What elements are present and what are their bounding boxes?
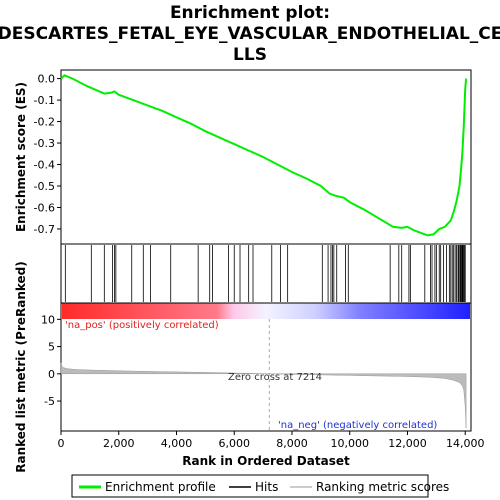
x-axis-label: Rank in Ordered Dataset (182, 454, 350, 468)
positive-correlation-label: 'na_pos' (positively correlated) (65, 320, 219, 331)
legend-box (71, 474, 429, 498)
es-y-axis-label: Enrichment score (ES) (14, 82, 28, 232)
legend-enrichment-label: Enrichment profile (105, 480, 216, 494)
metric-y-axis-label: Ranked list metric (PreRanked) (14, 261, 28, 473)
es-axis-ticks: 0.0 -0.1 -0.2 -0.3 -0.4 -0.5 -0.6 -0.7 (34, 73, 61, 236)
legend-metric-label: Ranking metric scores (316, 480, 449, 494)
x-tick-label: 6,000 (218, 437, 250, 450)
es-tick-label: -0.6 (34, 201, 55, 214)
x-tick-label: 12,000 (388, 437, 427, 450)
metric-tick-label: 5 (48, 341, 55, 354)
hit-markers (64, 245, 466, 302)
metric-tick-label: 0 (48, 368, 55, 381)
chart-title-line-3: LLS (233, 45, 267, 65)
metric-tick-label: -5 (44, 395, 55, 408)
hits-panel-frame (60, 243, 472, 304)
es-tick-label: -0.1 (34, 94, 55, 107)
legend-hits-label: Hits (255, 480, 278, 494)
es-tick-label: 0.0 (38, 73, 56, 86)
x-axis-ticks: 0 2,000 4,000 6,000 8,000 10,000 12,000 14,000 (58, 431, 485, 450)
enrichment-profile-line (60, 74, 468, 237)
es-tick-label: -0.4 (34, 159, 55, 172)
negative-correlation-label: 'na_neg' (negatively correlated) (278, 420, 437, 431)
ranking-gradient-bar (62, 303, 470, 319)
es-tick-label: -0.2 (34, 116, 55, 129)
x-tick-label: 4,000 (161, 437, 193, 450)
chart-title-line-1: Enrichment plot: (170, 3, 330, 23)
es-tick-label: -0.5 (34, 180, 55, 193)
es-tick-label: -0.7 (34, 223, 55, 236)
zero-cross-label: Zero cross at 7214 (228, 372, 322, 383)
x-tick-label: 2,000 (103, 437, 135, 450)
metric-tick-label: 10 (41, 313, 55, 326)
x-tick-label: 8,000 (276, 437, 308, 450)
es-tick-label: -0.3 (34, 137, 55, 150)
x-tick-label: 10,000 (330, 437, 369, 450)
ranking-metric-area (60, 362, 467, 429)
x-tick-label: 14,000 (446, 437, 485, 450)
chart-title-line-2: DESCARTES_FETAL_EYE_VASCULAR_ENDOTHELIAL… (0, 24, 500, 44)
x-tick-label: 0 (58, 437, 65, 450)
metric-axis-ticks: 10 5 0 -5 (41, 313, 61, 408)
